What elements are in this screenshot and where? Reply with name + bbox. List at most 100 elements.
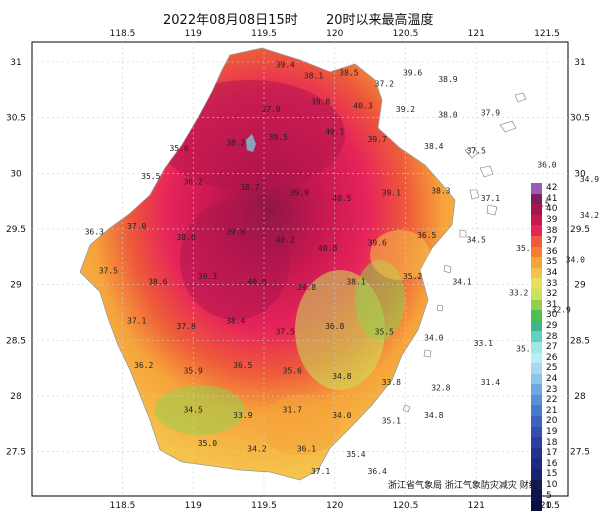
legend-entry: 5: [531, 490, 569, 501]
lon-tick-label: 119.5: [251, 501, 277, 511]
legend-swatch: [531, 384, 542, 395]
legend-entry: 23: [531, 384, 569, 395]
legend-label: 16: [546, 458, 558, 469]
station-temperature: 40.8: [318, 244, 337, 253]
station-temperature: 35.6: [283, 367, 302, 376]
station-temperature: 34.0: [424, 333, 443, 342]
station-temperature: 40.5: [332, 194, 351, 203]
station-temperature: 39.5: [269, 133, 288, 142]
lon-tick-label: 121: [468, 29, 485, 39]
legend-entry: 25: [531, 363, 569, 374]
legend-entry: 20: [531, 416, 569, 427]
legend-label: 36: [546, 246, 558, 257]
legend-label: 20: [546, 416, 558, 427]
station-temperature: 38.0: [438, 111, 457, 120]
data-source-credit: 浙江省气象局 浙江气象防灾减灾 财经: [388, 481, 538, 491]
legend-swatch: [531, 214, 542, 226]
station-temperature: 35.0: [198, 439, 217, 448]
station-temperature: 33.2: [509, 289, 528, 298]
lon-tick-label: 118.5: [110, 29, 136, 39]
legend-label: 15: [546, 469, 558, 480]
legend-label: 41: [546, 193, 558, 204]
legend-label: 29: [546, 321, 558, 332]
lat-tick-label: 29.5: [6, 225, 26, 235]
station-temperature: 37.0: [261, 105, 280, 114]
legend-swatch: [531, 373, 542, 385]
station-temperature: 39.3: [198, 272, 217, 281]
legend-entry: 15: [531, 469, 569, 480]
station-temperature: 31.4: [481, 378, 500, 387]
station-temperature: 37.5: [99, 266, 118, 275]
station-temperature: 39.2: [396, 105, 415, 114]
legend-label: 30: [546, 310, 558, 321]
legend-swatch: [531, 257, 542, 268]
station-temperature: 40.2: [276, 235, 295, 244]
legend-label: 35: [546, 257, 558, 268]
legend-entry: 34: [531, 267, 569, 279]
station-temperature: 36.8: [325, 322, 344, 331]
station-temperature: 35.4: [346, 450, 365, 459]
legend-swatch: [531, 235, 542, 247]
station-temperature: 39.8: [297, 283, 316, 292]
legend-swatch: [531, 490, 542, 501]
legend-swatch: [531, 352, 542, 364]
lon-tick-label: 118.5: [110, 501, 136, 511]
legend-label: 31: [546, 299, 558, 310]
legend-label: 40: [546, 204, 558, 215]
legend-entry: 36: [531, 246, 569, 258]
station-temperature: 36.5: [417, 231, 436, 240]
legend-label: 42: [546, 183, 558, 194]
legend-swatch: [531, 458, 542, 470]
lat-tick-label: 27.5: [6, 448, 26, 458]
legend-label: 0: [546, 501, 552, 512]
legend-entry: 39: [531, 214, 569, 226]
station-temperature: 40.3: [353, 102, 372, 111]
station-temperature: 39.6: [403, 68, 422, 77]
legend-swatch: [531, 320, 542, 332]
lat-ticks-left: 31 30.5 30 29.5 29 28.5 28 27.5: [6, 58, 26, 458]
legend-label: 39: [546, 215, 558, 226]
station-temperature: 39.4: [276, 61, 295, 70]
station-temperature: 38.5: [339, 68, 358, 77]
lat-tick-label: 28.5: [6, 336, 26, 346]
lat-tick-label: 29: [574, 281, 586, 291]
legend-swatch: [531, 479, 542, 491]
lon-tick-label: 119: [185, 501, 202, 511]
station-temperature: 39.6: [368, 239, 387, 248]
legend-label: 24: [546, 373, 558, 384]
legend-entry: 17: [531, 447, 569, 459]
lake-icon: [245, 133, 257, 153]
station-temperature: 33.1: [474, 339, 493, 348]
station-temperature: 35.2: [403, 272, 422, 281]
station-temperature: 39.0: [226, 228, 245, 237]
station-temperature: 37.9: [481, 108, 500, 117]
station-temperature: 34.8: [424, 411, 443, 420]
lat-tick-label: 30: [10, 169, 22, 179]
legend-swatch: [531, 331, 542, 342]
legend-swatch: [531, 193, 542, 205]
station-temperature: 38.2: [226, 138, 245, 147]
station-temperature: 39.8: [311, 97, 330, 106]
station-temperature: 38.9: [438, 75, 457, 84]
legend-label: 34: [546, 268, 558, 279]
station-temperature: 35.9: [184, 367, 203, 376]
legend-entry: 29: [531, 320, 569, 332]
legend-entry: 27: [531, 341, 569, 353]
legend-swatch: [531, 426, 542, 438]
lon-tick-label: 119.5: [251, 29, 277, 39]
station-temperature: 37.1: [311, 467, 330, 476]
station-temperature: 34.9: [580, 175, 599, 184]
station-temperature: 37.5: [467, 146, 486, 155]
lon-tick-label: 120: [326, 29, 343, 39]
lon-tick-label: 119: [185, 29, 202, 39]
station-temperature: 35.5: [375, 328, 394, 337]
legend-entry: 16: [531, 458, 569, 470]
legend-entry: 0: [531, 500, 569, 512]
station-temperature: 35.1: [382, 417, 401, 426]
lat-lon-grid: [32, 42, 568, 496]
legend-entry: 21: [531, 405, 569, 417]
legend-label: 33: [546, 278, 558, 289]
lat-tick-label: 31: [10, 58, 21, 68]
